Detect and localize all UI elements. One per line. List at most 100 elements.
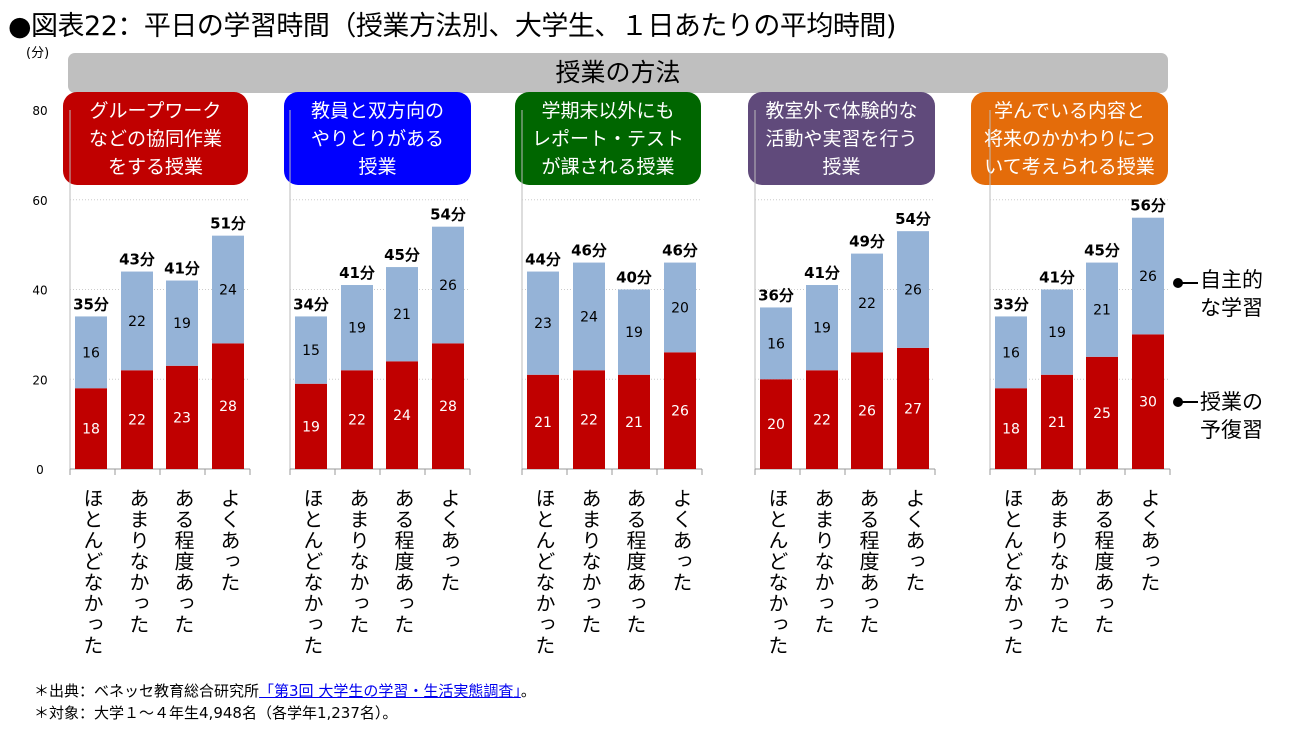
group-header-line: 授業 xyxy=(358,155,397,178)
category-label: よくあった xyxy=(902,488,926,593)
category-label: ある程度あった xyxy=(171,488,195,635)
value-label: 21 xyxy=(1093,303,1111,319)
value-label: 30 xyxy=(1139,395,1157,411)
bar-prep-review xyxy=(573,370,605,469)
value-label: 19 xyxy=(1048,325,1066,341)
bar-prep-review xyxy=(341,370,373,469)
value-label: 19 xyxy=(813,321,831,337)
bar-prep-review xyxy=(897,347,929,469)
total-label: 41分 xyxy=(1039,269,1075,287)
value-label: 23 xyxy=(534,316,552,332)
bar-independent xyxy=(806,285,838,371)
y-axis-unit: (分) xyxy=(26,46,50,61)
bar-independent xyxy=(166,280,198,366)
bar-independent xyxy=(573,262,605,371)
bar-independent xyxy=(432,226,464,344)
value-label: 22 xyxy=(858,296,876,312)
total-label: 45分 xyxy=(1084,242,1120,260)
bar-prep-review xyxy=(760,379,792,469)
total-label: 54分 xyxy=(430,206,466,224)
y-tick-label: 0 xyxy=(36,463,44,477)
total-label: 43分 xyxy=(119,251,155,269)
bar-independent xyxy=(664,262,696,353)
total-label: 56分 xyxy=(1130,197,1166,215)
value-label: 19 xyxy=(302,419,320,435)
total-label: 44分 xyxy=(525,251,561,269)
value-label: 28 xyxy=(439,399,457,415)
y-tick-label: 40 xyxy=(32,284,47,298)
value-label: 19 xyxy=(173,316,191,332)
bar-prep-review xyxy=(806,370,838,469)
value-label: 22 xyxy=(813,413,831,429)
bar-prep-review xyxy=(295,383,327,469)
group-header-line: をする授業 xyxy=(107,155,203,178)
group-header-line: グループワーク xyxy=(89,99,222,122)
value-label: 15 xyxy=(302,343,320,359)
category-label: あまりなかった xyxy=(126,488,150,635)
bar-independent xyxy=(1132,217,1164,335)
total-label: 35分 xyxy=(73,295,109,313)
bar-prep-review xyxy=(75,388,107,469)
value-label: 21 xyxy=(393,307,411,323)
bar-independent xyxy=(212,235,244,344)
total-label: 49分 xyxy=(849,233,885,251)
category-label: あまりなかった xyxy=(811,488,835,635)
category-label: あまりなかった xyxy=(346,488,370,635)
total-label: 51分 xyxy=(210,215,246,233)
value-label: 24 xyxy=(580,309,598,325)
group-header-line: レポート・テスト xyxy=(531,127,684,150)
footer: ＊出典：ベネッセ教育総合研究所「第3回 大学生の学習・生活実態調査」。 ＊対象：… xyxy=(34,680,536,724)
value-label: 20 xyxy=(671,300,689,316)
value-label: 22 xyxy=(348,413,366,429)
total-label: 45分 xyxy=(384,246,420,264)
source-prefix: ＊出典：ベネッセ教育総合研究所 xyxy=(34,682,260,700)
group-header: 教員と双方向の やりとりがある 授業 xyxy=(284,92,471,185)
group-header-line: 授業 xyxy=(822,155,861,178)
value-label: 24 xyxy=(219,283,237,299)
value-label: 26 xyxy=(439,278,457,294)
bar-prep-review xyxy=(618,374,650,469)
total-label: 46分 xyxy=(571,242,607,260)
value-label: 27 xyxy=(904,401,922,417)
category-label: ある程度あった xyxy=(856,488,880,635)
source-link[interactable]: 「第3回 大学生の学習・生活実態調査」 xyxy=(259,682,521,700)
bar-prep-review xyxy=(851,352,883,469)
legend-prep-review: 授業の 予復習 xyxy=(1200,388,1263,444)
value-label: 26 xyxy=(858,404,876,420)
category-label: ある程度あった xyxy=(623,488,647,635)
value-label: 26 xyxy=(671,404,689,420)
value-label: 26 xyxy=(904,283,922,299)
y-tick-label: 20 xyxy=(32,373,47,387)
bar-independent xyxy=(75,316,107,389)
bar-independent xyxy=(1041,289,1073,375)
group-header-line: 学んでいる内容と xyxy=(993,99,1146,122)
group-header-line: 将来のかかわりにつ xyxy=(983,127,1155,150)
bar-independent xyxy=(295,316,327,384)
bar-prep-review xyxy=(1041,374,1073,469)
total-label: 34分 xyxy=(293,295,329,313)
value-label: 19 xyxy=(348,321,366,337)
bar-independent xyxy=(386,267,418,362)
bar-prep-review xyxy=(527,374,559,469)
category-label: ほとんどなかった xyxy=(765,488,789,656)
value-label: 22 xyxy=(128,314,146,330)
bar-independent xyxy=(121,271,153,371)
category-label: ほとんどなかった xyxy=(1000,488,1024,656)
bar-independent xyxy=(618,289,650,375)
legend-label: 自主的 な学習 xyxy=(1200,268,1263,320)
group-header-line: 教員と双方向の xyxy=(310,99,444,122)
total-label: 36分 xyxy=(758,286,794,304)
bar-prep-review xyxy=(432,343,464,469)
total-label: 41分 xyxy=(804,264,840,282)
group-header-line: やりとりがある xyxy=(310,127,444,150)
bar-prep-review xyxy=(166,365,198,469)
category-label: あまりなかった xyxy=(578,488,602,635)
category-label: ほとんどなかった xyxy=(80,488,104,656)
total-label: 41分 xyxy=(339,264,375,282)
bar-prep-review xyxy=(121,370,153,469)
value-label: 16 xyxy=(767,336,785,352)
group-header: 学期末以外にも レポート・テスト が課される授業 xyxy=(515,92,701,185)
total-label: 40分 xyxy=(616,269,652,287)
category-label: よくあった xyxy=(669,488,693,593)
bar-independent xyxy=(760,307,792,380)
